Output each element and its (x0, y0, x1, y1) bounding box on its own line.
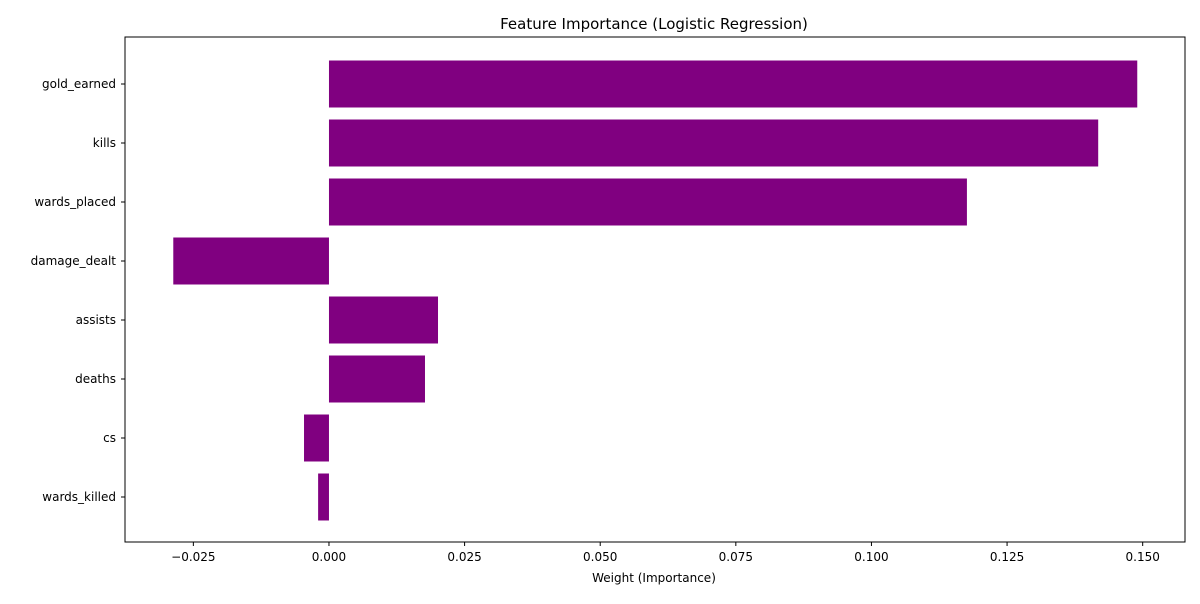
y-tick-label: wards_placed (34, 195, 116, 209)
y-tick-label: gold_earned (42, 77, 116, 91)
y-tick-label: damage_dealt (31, 254, 117, 268)
y-tick-label: assists (76, 313, 116, 327)
x-tick-label: 0.150 (1126, 550, 1160, 564)
bar-assists (328, 296, 439, 344)
bar-cs (304, 414, 329, 462)
y-tick-label: kills (93, 136, 116, 150)
x-axis-ticks: −0.025 0.000 0.025 0.050 0.075 0.100 0.125 0.15… (171, 542, 1160, 564)
bar-gold-earned (328, 60, 1138, 108)
y-tick-label: cs (103, 431, 116, 445)
x-tick-label: −0.025 (171, 550, 215, 564)
x-axis-label: Weight (Importance) (592, 571, 716, 585)
bar-damage-dealt (173, 237, 329, 285)
bar-kills (328, 119, 1099, 167)
bars-layer (173, 60, 1138, 521)
bar-wards-killed (318, 473, 329, 521)
x-tick-label: 0.000 (312, 550, 346, 564)
bar-deaths (328, 355, 425, 403)
y-tick-label: wards_killed (42, 490, 116, 504)
x-tick-label: 0.125 (990, 550, 1024, 564)
bar-wards-placed (328, 178, 967, 226)
x-tick-label: 0.050 (583, 550, 617, 564)
chart-title: Feature Importance (Logistic Regression) (500, 15, 808, 33)
x-tick-label: 0.075 (719, 550, 753, 564)
x-tick-label: 0.025 (447, 550, 481, 564)
x-tick-label: 0.100 (854, 550, 888, 564)
y-tick-label: deaths (75, 372, 116, 386)
plot-frame (124, 36, 1186, 543)
